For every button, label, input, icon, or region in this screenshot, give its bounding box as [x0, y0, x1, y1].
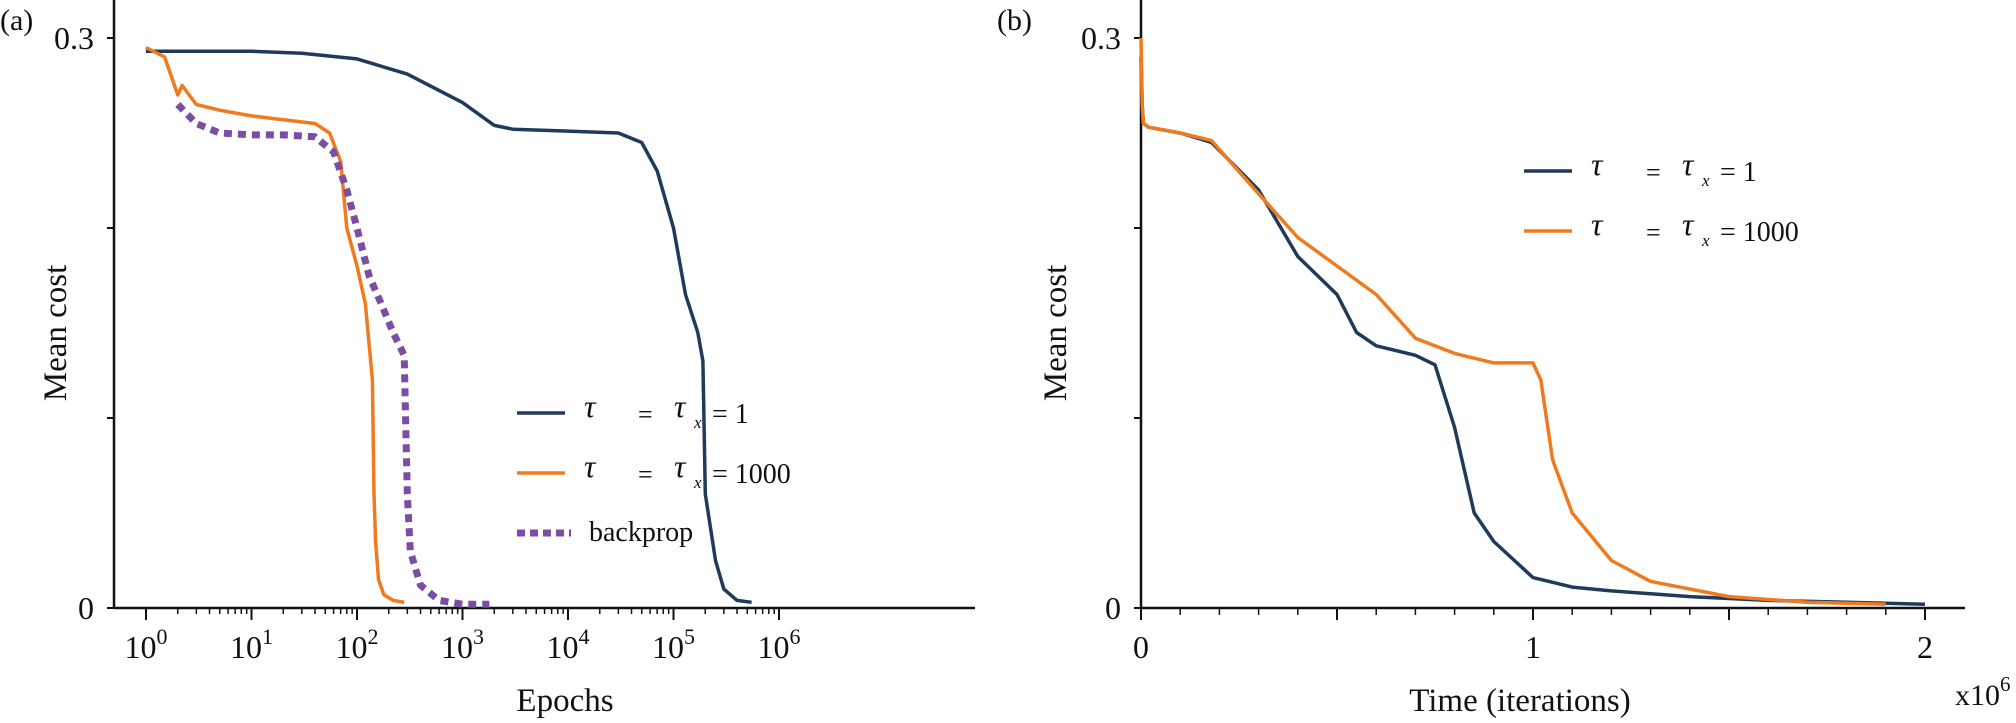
panel-b-x-label: Time (iterations)	[1409, 683, 1631, 719]
panel-a: (a) 00.3 100 101 102 103 104 105 106 Mean cost…	[0, 0, 975, 719]
x-tick-label: 100	[125, 624, 168, 665]
legend-equals: =	[1646, 218, 1661, 247]
series-backprop-line	[175, 102, 490, 608]
y-tick-label: 0.3	[1081, 20, 1121, 56]
x-tick-label: 1	[1525, 629, 1541, 665]
legend-equals: =	[638, 400, 653, 429]
legend-tau: τ	[584, 388, 597, 424]
panel-b-series	[1139, 37, 1926, 606]
y-tick-label: 0.3	[54, 20, 94, 56]
legend-tau-x: τ	[1682, 206, 1695, 242]
series-tau-1-line	[146, 49, 752, 605]
legend-value: = 1	[712, 399, 749, 430]
panel-b-tag: (b)	[997, 4, 1032, 37]
legend-tau-x: τ	[674, 388, 687, 424]
legend-equals: =	[638, 460, 653, 489]
legend-sub-x: x	[1701, 171, 1710, 190]
legend-value: = 1000	[1720, 217, 1799, 248]
legend-tau-x: τ	[674, 448, 687, 484]
panel-a-y-label: Mean cost	[38, 265, 74, 402]
series-tau-1000-line	[145, 45, 405, 605]
x-tick-label: 0	[1133, 629, 1149, 665]
series-tau-1-line	[1139, 56, 1926, 606]
panel-b-y-label: Mean cost	[1038, 265, 1074, 402]
legend-sub-x: x	[693, 473, 702, 492]
panel-b-x-multiplier: x106	[1955, 672, 2011, 712]
panel-a-legend: τ = τ x = 1 τ = τ x = 1000 backprop	[517, 388, 791, 548]
panel-a-x-label: Epochs	[516, 683, 613, 719]
panel-b-y-ticks: 00.3	[1081, 20, 1141, 626]
series-tau-1000-line	[1139, 37, 1886, 606]
panel-b-x-ticks: 0 1 2	[1133, 608, 1933, 665]
x-tick-label: 2	[1917, 629, 1933, 665]
panel-a-x-ticks: 100 101 102 103 104 105 106	[125, 608, 801, 665]
x-tick-label: 106	[758, 624, 801, 665]
legend-tau: τ	[1591, 206, 1604, 242]
legend-sub-x: x	[693, 413, 702, 432]
legend-sub-x: x	[1701, 231, 1710, 250]
x-tick-label: 101	[230, 624, 273, 665]
x-tick-label: 105	[652, 624, 695, 665]
legend-value: = 1000	[712, 459, 791, 490]
panel-a-series	[145, 45, 752, 608]
legend-tau: τ	[584, 448, 597, 484]
legend-tau-x: τ	[1682, 146, 1695, 182]
legend-backprop-label: backprop	[589, 517, 693, 548]
legend-equals: =	[1646, 158, 1661, 187]
y-tick-label: 0	[1105, 590, 1121, 626]
legend-value: = 1	[1720, 157, 1757, 188]
panel-b-legend: τ = τ x = 1 τ = τ x = 1000	[1524, 146, 1799, 250]
panel-a-tag: (a)	[0, 4, 33, 37]
panel-a-y-ticks: 00.3	[54, 20, 114, 626]
y-tick-label: 0	[78, 590, 94, 626]
x-tick-label: 102	[336, 624, 379, 665]
x-tick-label: 104	[547, 624, 590, 665]
legend-tau: τ	[1591, 146, 1604, 182]
x-tick-label: 103	[441, 624, 484, 665]
